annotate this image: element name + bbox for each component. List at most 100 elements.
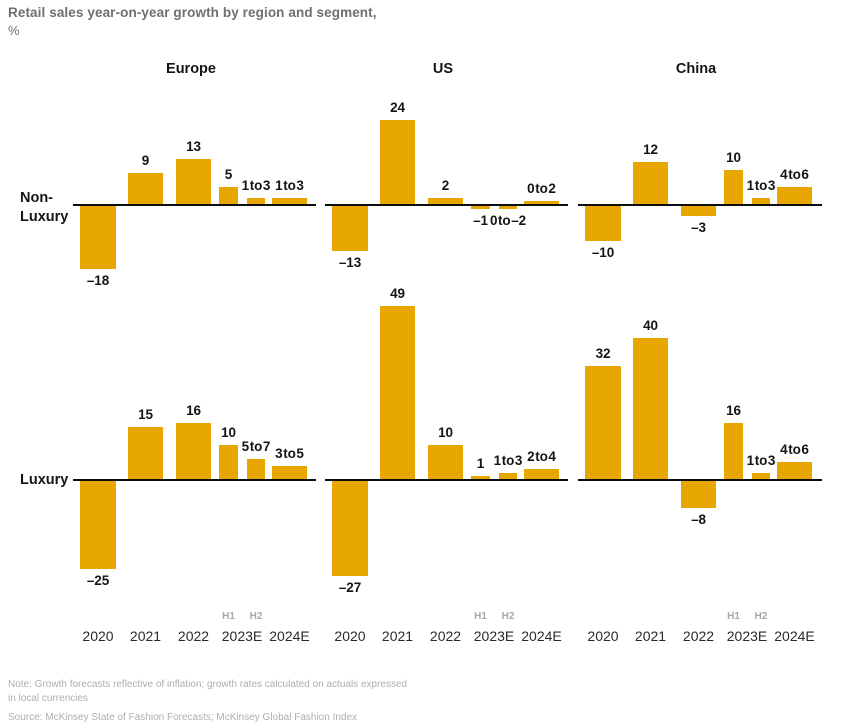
bar-china-non-luxury-2020 (585, 205, 621, 241)
region-header-china: China (675, 61, 717, 77)
bar-value-label: –8 (691, 512, 706, 528)
bar-us-non-luxury-2020 (332, 205, 368, 252)
bar-value-label: 1 to 3 (493, 452, 523, 468)
bar-europe-luxury-2024e (272, 465, 307, 480)
bar-china-non-luxury-2023e-h2 (752, 197, 770, 205)
bar-us-non-luxury-2024e (524, 201, 559, 205)
bar-europe-luxury-2023e-h2 (247, 458, 265, 480)
chart-unit-label: % (8, 23, 20, 38)
region-header-us: US (432, 61, 454, 77)
bar-value-label: 2 (441, 177, 450, 193)
half-year-label-us-h2: H2 (501, 611, 515, 622)
half-year-label-europe-h2: H2 (249, 611, 263, 622)
x-axis-label-china-2022: 2022 (682, 628, 715, 644)
bar-us-non-luxury-2023e-h1 (471, 205, 490, 209)
note-line-1: Note: Growth forecasts reflective of inf… (8, 679, 408, 690)
bar-value-label: –3 (691, 219, 706, 235)
axis-line-china-luxury (578, 479, 822, 481)
bar-value-label: 5 to 7 (241, 438, 271, 454)
bar-europe-non-luxury-2024e (272, 197, 307, 205)
x-axis-label-china-2020: 2020 (587, 628, 619, 644)
bar-value-label: –27 (338, 579, 362, 595)
row-label-non-luxury: Non- Luxury (20, 189, 68, 227)
bar-value-label: 3 to 5 (275, 445, 304, 461)
x-axis-label-europe-2020: 2020 (82, 628, 114, 644)
bar-europe-luxury-2022 (176, 423, 211, 480)
bar-china-luxury-2024e (777, 462, 812, 480)
bar-china-luxury-2023e-h2 (752, 472, 770, 480)
bar-value-label: 12 (643, 142, 658, 158)
bar-value-label: 10 (221, 424, 236, 440)
x-axis-label-europe-2021: 2021 (129, 628, 162, 644)
note-line-2: in local currencies (8, 693, 89, 704)
bar-us-luxury-2023e-h2 (499, 472, 517, 480)
bar-value-label: –25 (86, 572, 110, 588)
bar-china-non-luxury-2023e-h1 (724, 169, 743, 205)
bar-china-luxury-2023e-h1 (724, 423, 743, 480)
axis-line-europe-luxury (73, 479, 316, 481)
bar-value-label: 9 (141, 153, 150, 169)
bar-value-label: –10 (591, 244, 615, 260)
bar-europe-luxury-2023e-h1 (219, 444, 238, 480)
bar-europe-non-luxury-2023e-h2 (247, 197, 265, 205)
bar-value-label: 10 (438, 424, 453, 440)
row-label-non-luxury-line2: Luxury (20, 209, 69, 225)
half-year-label-china-h2: H2 (754, 611, 768, 622)
row-label-non-luxury-line1: Non- (20, 190, 54, 206)
row-label-luxury: Luxury (20, 472, 69, 488)
x-axis-label-us-2022: 2022 (429, 628, 462, 644)
x-axis-label-china-2021: 2021 (634, 628, 667, 644)
bar-value-label: 5 (224, 167, 233, 183)
axis-line-china-non-luxury (578, 204, 822, 206)
axis-line-us-luxury (325, 479, 568, 481)
bar-us-non-luxury-2023e-h2 (499, 205, 517, 209)
bar-china-luxury-2021 (633, 338, 668, 480)
bar-europe-luxury-2021 (128, 426, 163, 480)
bar-value-label: 1 to 3 (275, 177, 304, 193)
half-year-label-europe-h1: H1 (222, 611, 235, 622)
source-text: Source: McKinsey State of Fashion Foreca… (8, 712, 358, 723)
bar-europe-non-luxury-2022 (176, 158, 211, 205)
x-axis-label-europe-2024e: 2024E (269, 628, 310, 644)
bar-europe-luxury-2020 (80, 480, 116, 569)
bar-value-label: 49 (390, 286, 405, 302)
region-header-europe: Europe (166, 61, 216, 77)
bar-value-label: 1 to 3 (241, 177, 271, 193)
axis-line-us-non-luxury (325, 204, 568, 206)
bar-value-label: 4 to 6 (780, 442, 809, 458)
x-axis-label-us-2021: 2021 (381, 628, 414, 644)
bar-value-label: 10 (726, 149, 741, 165)
bar-value-label: 1 (476, 456, 485, 472)
x-axis-label-europe-2022: 2022 (177, 628, 210, 644)
bar-us-non-luxury-2021 (380, 119, 415, 205)
x-axis-label-europe-2023e: 2023E (221, 628, 263, 644)
bar-us-luxury-2020 (332, 480, 368, 576)
x-axis-label-china-2023e: 2023E (726, 628, 768, 644)
bar-value-label: –13 (338, 255, 362, 271)
bar-us-non-luxury-2022 (428, 197, 463, 205)
bar-china-non-luxury-2024e (777, 187, 812, 205)
bar-china-non-luxury-2022 (681, 205, 716, 216)
chart-title: Retail sales year-on-year growth by regi… (8, 5, 377, 20)
half-year-label-china-h1: H1 (727, 611, 740, 622)
bar-value-label: 2 to 4 (527, 449, 556, 465)
bar-value-label: 4 to 6 (780, 167, 809, 183)
bar-europe-non-luxury-2021 (128, 173, 163, 205)
axis-line-europe-non-luxury (73, 204, 316, 206)
bar-china-non-luxury-2021 (633, 162, 668, 205)
x-axis-label-china-2024e: 2024E (774, 628, 815, 644)
bar-us-luxury-2021 (380, 306, 415, 480)
bar-value-label: 16 (726, 403, 741, 419)
bar-us-luxury-2023e-h1 (471, 476, 490, 480)
bar-value-label: 24 (390, 99, 405, 115)
bar-value-label: 15 (138, 406, 153, 422)
bar-value-label: 0 to –2 (489, 212, 527, 228)
bar-europe-non-luxury-2023e-h1 (219, 187, 238, 205)
bar-value-label: 32 (595, 346, 611, 362)
note-text: Note: Growth forecasts reflective of inf… (8, 678, 407, 706)
bar-value-label: 1 to 3 (746, 177, 776, 193)
x-axis-label-us-2024e: 2024E (521, 628, 562, 644)
bar-value-label: 40 (643, 318, 658, 333)
bar-us-luxury-2022 (428, 444, 463, 480)
